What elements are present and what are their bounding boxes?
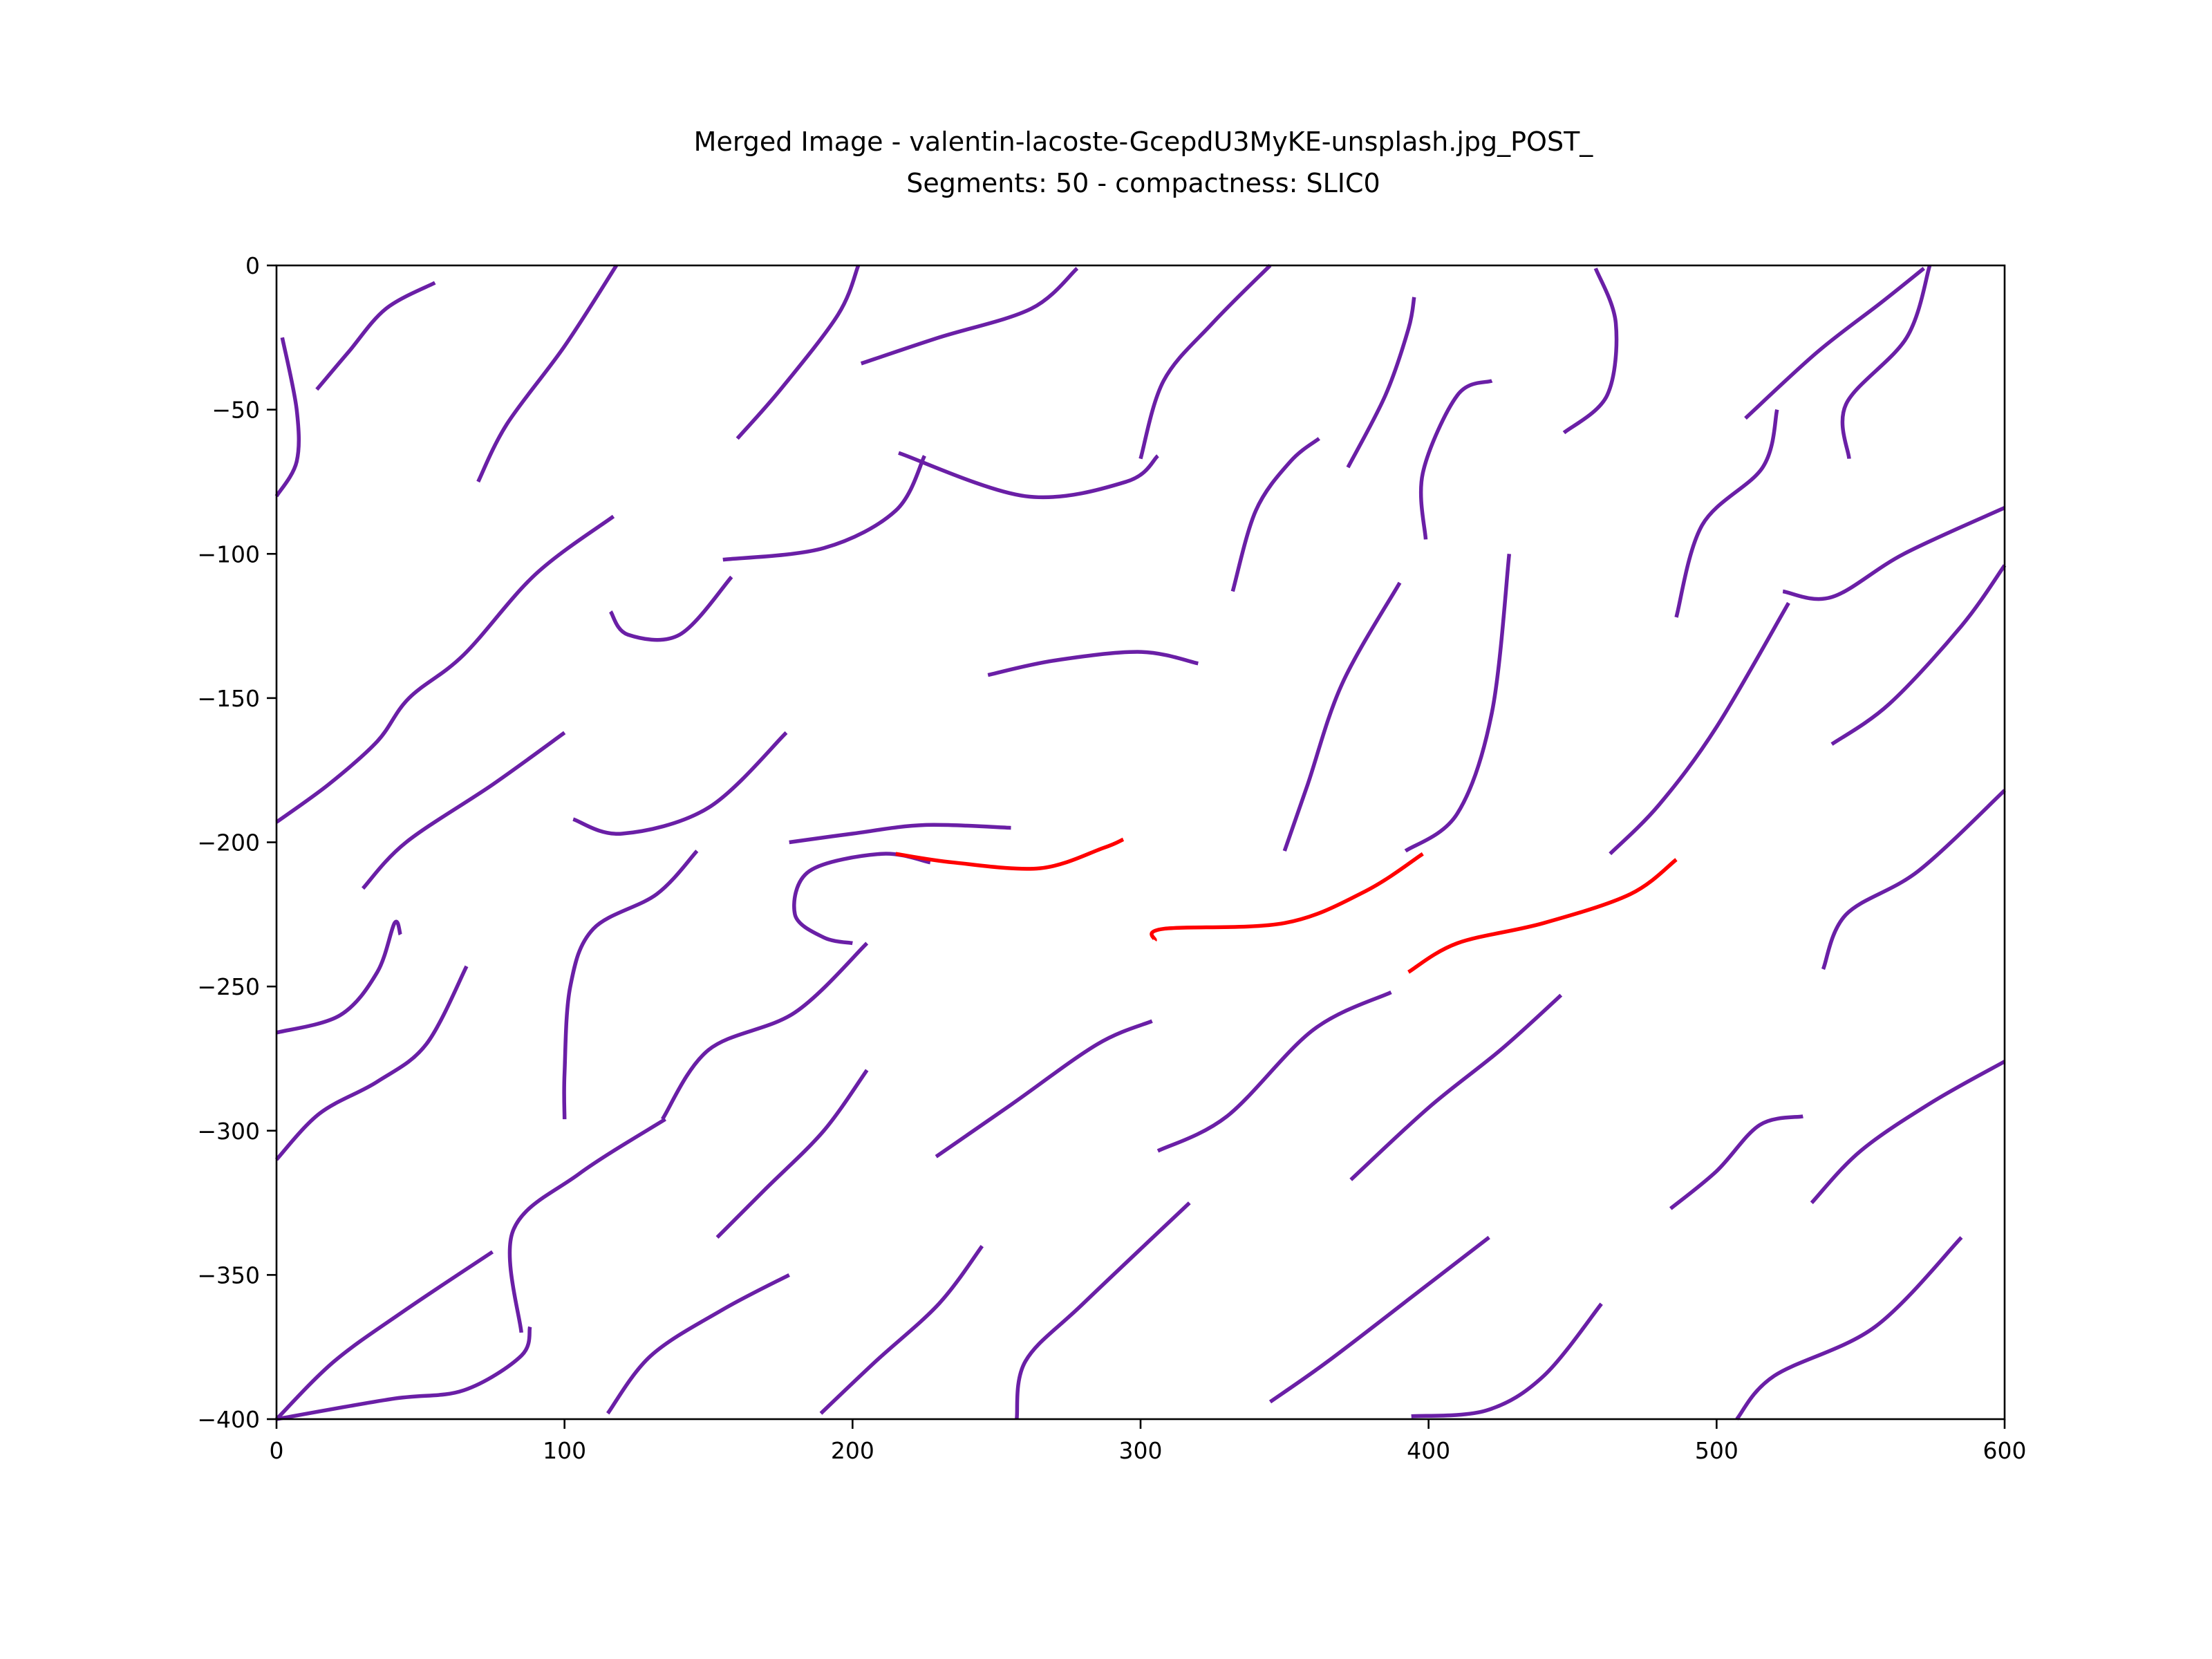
red-curve-48 — [1150, 852, 1424, 943]
purple-curve-13 — [789, 823, 1011, 845]
red-curve-47 — [895, 837, 1125, 871]
plot-area — [274, 264, 2007, 1421]
x-tick-label: 600 — [1983, 1437, 2027, 1464]
purple-curve-39 — [1015, 1201, 1191, 1420]
purple-curve-45 — [1810, 1060, 2006, 1204]
purple-curve-38 — [935, 1019, 1153, 1159]
purple-curve-36 — [606, 1273, 790, 1415]
purple-curve-32 — [275, 1250, 494, 1421]
purple-curve-35 — [715, 1069, 869, 1239]
y-tick-label: −200 — [197, 830, 260, 856]
purple-curve-2 — [476, 264, 619, 483]
x-tick-label: 500 — [1695, 1437, 1738, 1464]
x-tick-label: 100 — [543, 1437, 586, 1464]
purple-curve-22 — [1404, 554, 1512, 853]
purple-curve-16 — [1346, 297, 1416, 469]
purple-curve-42 — [1268, 1235, 1490, 1404]
chart-title-line-2: Segments: 50 - compactness: SLIC0 — [906, 168, 1380, 198]
purple-curve-21 — [1282, 581, 1402, 852]
purple-curve-46 — [1735, 1236, 1963, 1421]
x-tick-label: 200 — [831, 1437, 874, 1464]
y-tick-label: −300 — [197, 1118, 260, 1145]
purple-curve-20 — [1840, 265, 1932, 459]
purple-curve-6 — [898, 451, 1159, 500]
purple-curve-23 — [1674, 409, 1779, 618]
chart-title-line-1: Merged Image - valentin-lacoste-GcepdU3M… — [694, 126, 1594, 157]
y-tick-label: −400 — [197, 1406, 260, 1433]
purple-curve-43 — [1411, 1302, 1603, 1418]
purple-curve-18 — [1562, 268, 1619, 435]
purple-curve-4 — [860, 267, 1079, 366]
purple-curve-28 — [276, 919, 402, 1035]
purple-curve-8 — [608, 575, 733, 642]
purple-curve-37 — [819, 1244, 984, 1415]
purple-curve-7 — [722, 455, 926, 562]
purple-curve-30 — [562, 850, 699, 1120]
y-tick-label: −100 — [197, 541, 260, 568]
y-tick-label: −350 — [197, 1262, 260, 1288]
purple-curve-26 — [1830, 564, 2007, 746]
purple-curve-24 — [1782, 505, 2006, 601]
purple-curve-44 — [1669, 1114, 1803, 1210]
purple-curve-15 — [1230, 437, 1321, 592]
y-axis: 0 −50 −100 −150 −200 −250 −300 −350 −400 — [197, 252, 276, 1433]
purple-curve-19 — [1744, 267, 1926, 420]
purple-curve-27 — [1821, 789, 2006, 971]
red-curve-49 — [1407, 858, 1678, 974]
x-axis: 0 100 200 300 400 500 600 — [270, 1419, 2027, 1464]
purple-curve-25 — [1609, 601, 1790, 856]
purple-curve-14 — [792, 852, 931, 946]
purple-curve-17 — [1418, 379, 1493, 540]
purple-curve-9 — [275, 514, 615, 824]
purple-curve-41 — [1349, 993, 1563, 1181]
y-tick-label: −150 — [197, 685, 260, 712]
purple-curve-29 — [274, 965, 469, 1161]
purple-curve-0 — [274, 337, 301, 498]
purple-curve-3 — [735, 264, 861, 440]
x-tick-label: 400 — [1407, 1437, 1450, 1464]
purple-curve-10 — [361, 731, 566, 890]
purple-curve-34 — [507, 1117, 666, 1333]
purple-curve-31 — [660, 941, 869, 1121]
purple-curve-33 — [276, 1326, 532, 1421]
y-tick-label: 0 — [245, 252, 260, 279]
purple-curve-12 — [987, 650, 1199, 677]
purple-curve-5 — [1138, 264, 1272, 460]
x-tick-label: 300 — [1119, 1437, 1163, 1464]
purple-curve-11 — [572, 731, 788, 836]
purple-curve-40 — [1156, 991, 1392, 1153]
purple-curve-1 — [315, 281, 436, 391]
y-tick-label: −50 — [212, 397, 260, 424]
x-tick-label: 0 — [270, 1437, 284, 1464]
y-tick-label: −250 — [197, 973, 260, 1000]
